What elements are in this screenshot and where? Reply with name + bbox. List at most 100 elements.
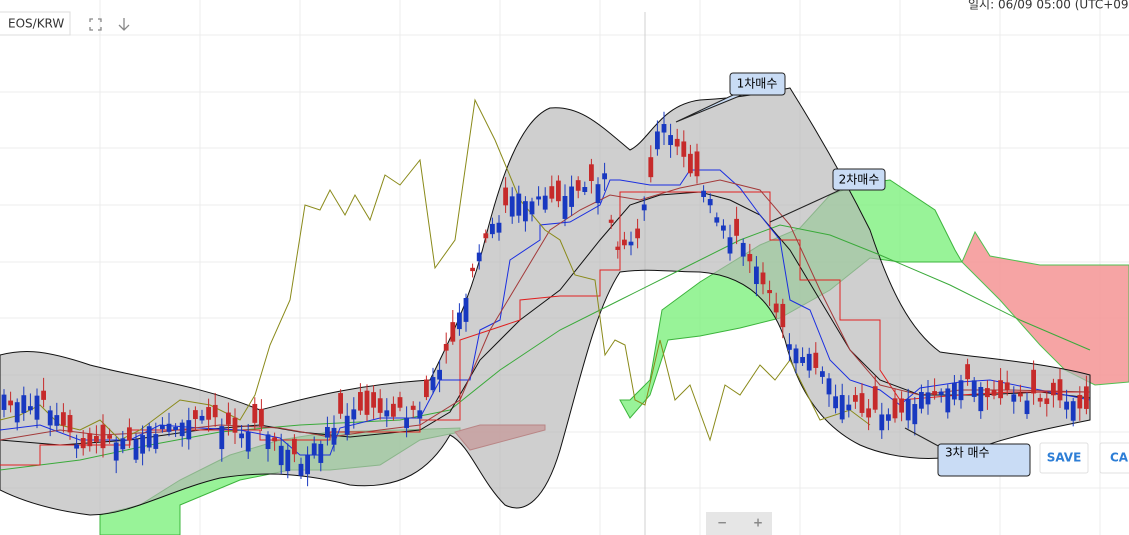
- symbol-tab[interactable]: EOS/KRW: [0, 11, 71, 36]
- candle-body: [503, 187, 508, 206]
- ma-green: [0, 224, 1091, 471]
- candle-body: [113, 442, 119, 461]
- candle-body: [694, 151, 700, 177]
- candle-body: [661, 124, 667, 133]
- candle-body: [292, 438, 297, 455]
- candle-body: [239, 433, 244, 439]
- candle-body: [919, 392, 924, 409]
- candle-body: [47, 410, 53, 426]
- candle-body: [602, 173, 607, 180]
- candle-body: [688, 153, 693, 174]
- candle-body: [681, 141, 687, 157]
- candle-body: [285, 449, 291, 472]
- candle-body: [344, 415, 350, 435]
- candle-body: [859, 393, 865, 413]
- candle-body: [615, 246, 621, 250]
- button-label[interactable]: SAVE: [1047, 451, 1082, 465]
- candle-body: [391, 403, 396, 417]
- candle-body: [377, 398, 383, 413]
- cancel-button[interactable]: CAN: [1099, 442, 1129, 474]
- candle-body: [1084, 386, 1089, 409]
- candle-body: [1024, 400, 1030, 415]
- candle-body: [734, 218, 739, 236]
- annotation-text: 3차 매수: [945, 446, 990, 460]
- candle-body: [674, 138, 680, 147]
- annotation-text: 1차매수: [737, 77, 778, 91]
- candle-body: [331, 427, 337, 445]
- candle-body: [714, 217, 720, 223]
- candle-body: [701, 190, 706, 197]
- candle-body: [212, 404, 218, 418]
- candle-body: [899, 398, 904, 413]
- candle-body: [410, 405, 416, 410]
- candle-body: [813, 352, 819, 368]
- candle-body: [542, 195, 548, 210]
- candle-body: [397, 397, 403, 408]
- candle-body: [655, 131, 660, 150]
- candle-body: [628, 241, 634, 246]
- candle-body: [1, 394, 7, 410]
- candle-body: [186, 420, 192, 440]
- candle-body: [28, 406, 33, 411]
- candle-body: [179, 422, 185, 437]
- candle-body: [437, 369, 442, 380]
- candle-body: [707, 199, 713, 206]
- candle-body: [833, 396, 838, 409]
- candle-body: [34, 395, 40, 420]
- save-button[interactable]: SAVE: [1039, 442, 1089, 474]
- candle-body: [747, 254, 753, 262]
- candle-body: [938, 391, 944, 395]
- candle-body: [608, 219, 614, 223]
- candle-body: [1011, 394, 1017, 402]
- fullscreen-icon[interactable]: [89, 18, 102, 31]
- candle-body: [259, 408, 264, 427]
- candle-body: [1044, 398, 1050, 404]
- candle-body: [529, 201, 535, 215]
- candle-body: [305, 454, 310, 475]
- candle-body: [635, 228, 640, 239]
- download-icon[interactable]: [118, 18, 130, 31]
- candle-body: [245, 431, 251, 452]
- candle-body: [470, 267, 475, 272]
- zoom-out[interactable]: −: [717, 516, 727, 530]
- candle-body: [87, 433, 93, 447]
- candle-body: [384, 410, 390, 417]
- candle-body: [1064, 401, 1069, 410]
- candle-body: [1077, 394, 1083, 409]
- candle-body: [160, 424, 165, 430]
- candle-body: [912, 404, 918, 425]
- candle-body: [509, 196, 515, 217]
- candle-body: [424, 379, 429, 398]
- candle-body: [94, 435, 99, 442]
- candle-body: [582, 187, 588, 192]
- zoom-controls: − +: [706, 512, 772, 535]
- candle-body: [648, 157, 654, 178]
- candle-body: [523, 201, 528, 222]
- candle-body: [74, 444, 79, 449]
- button-label[interactable]: CAN: [1110, 451, 1129, 465]
- candle-body: [793, 348, 799, 364]
- chikou-olive: [0, 98, 871, 442]
- candle-body: [146, 426, 152, 448]
- candle-body: [905, 398, 911, 421]
- candle-body: [971, 380, 977, 397]
- candle-body: [760, 272, 766, 285]
- candle-body: [219, 426, 225, 450]
- candle-body: [958, 380, 964, 401]
- candle-body: [153, 434, 159, 449]
- candle-body: [8, 400, 13, 406]
- candle-body: [754, 266, 759, 285]
- zoom-in[interactable]: +: [753, 516, 763, 530]
- candle-body: [1051, 382, 1056, 396]
- symbol-label[interactable]: EOS/KRW: [8, 17, 64, 31]
- candle-body: [311, 443, 317, 456]
- candle-body: [668, 135, 673, 146]
- candle-body: [54, 415, 60, 426]
- candle-body: [476, 252, 482, 262]
- callout: 3차 매수: [904, 427, 1031, 477]
- candle-body: [358, 392, 363, 411]
- candle-body: [1057, 379, 1063, 401]
- candle-body: [1004, 382, 1010, 391]
- candle-body: [430, 377, 436, 391]
